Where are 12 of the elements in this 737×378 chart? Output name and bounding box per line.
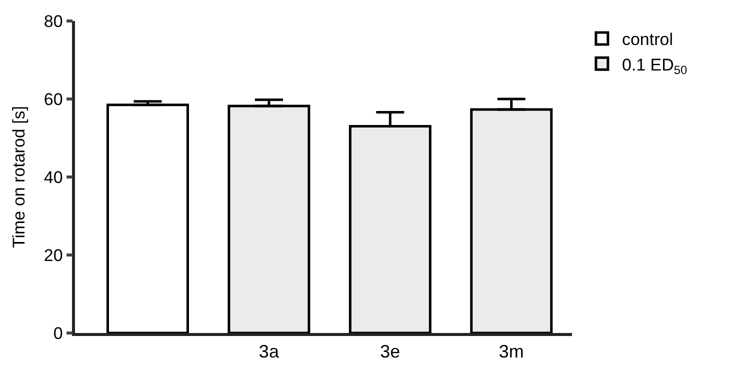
y-tick-label: 0 — [53, 324, 63, 343]
y-tick-label: 40 — [44, 168, 63, 187]
legend-label: 0.1 ED$_{50}$ — [622, 55, 688, 77]
y-tick-label: 80 — [44, 12, 63, 31]
legend-label: control — [622, 30, 673, 50]
x-tick-label: 3m — [498, 341, 524, 362]
y-tick-label: 20 — [44, 246, 63, 265]
x-tick-label: 3e — [380, 341, 400, 362]
y-tick-label: 60 — [44, 90, 63, 109]
bar — [106, 104, 189, 333]
x-tick-label: 3a — [258, 341, 280, 362]
y-axis-title: Time on rotarod [s] — [9, 106, 28, 248]
